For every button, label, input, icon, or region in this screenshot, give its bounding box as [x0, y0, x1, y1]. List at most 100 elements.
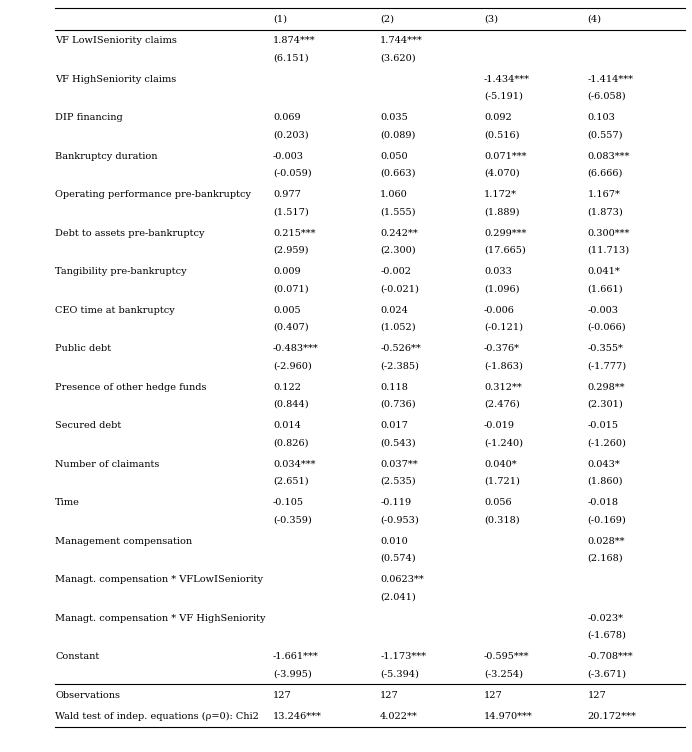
Text: Secured debt: Secured debt — [55, 421, 122, 430]
Text: 0.014: 0.014 — [273, 421, 301, 430]
Text: 0.103: 0.103 — [588, 114, 616, 123]
Text: -1.173***: -1.173*** — [380, 652, 426, 661]
Text: (-6.058): (-6.058) — [588, 92, 626, 101]
Text: 1.744***: 1.744*** — [380, 36, 423, 45]
Text: 127: 127 — [588, 691, 606, 700]
Text: 0.041*: 0.041* — [588, 267, 621, 276]
Text: Managt. compensation * VF HighSeniority: Managt. compensation * VF HighSeniority — [55, 614, 266, 623]
Text: VF HighSeniority claims: VF HighSeniority claims — [55, 74, 176, 83]
Text: 0.040*: 0.040* — [484, 459, 516, 468]
Text: -0.119: -0.119 — [380, 499, 411, 508]
Text: (3.620): (3.620) — [380, 53, 416, 62]
Text: (-3.671): (-3.671) — [588, 669, 627, 678]
Text: (1): (1) — [273, 14, 287, 23]
Text: (-5.394): (-5.394) — [380, 669, 419, 678]
Text: 0.028**: 0.028** — [588, 537, 626, 546]
Text: 0.092: 0.092 — [484, 114, 511, 123]
Text: (0.543): (0.543) — [380, 438, 416, 447]
Text: 1.060: 1.060 — [380, 190, 408, 199]
Text: CEO time at bankruptcy: CEO time at bankruptcy — [55, 306, 175, 315]
Text: Public debt: Public debt — [55, 344, 111, 353]
Text: -0.018: -0.018 — [588, 499, 619, 508]
Text: (-2.960): (-2.960) — [273, 361, 311, 370]
Text: (-0.066): (-0.066) — [588, 323, 626, 332]
Text: -1.661***: -1.661*** — [273, 652, 318, 661]
Text: (1.517): (1.517) — [273, 208, 309, 217]
Text: (-0.169): (-0.169) — [588, 515, 626, 524]
Text: 127: 127 — [484, 691, 502, 700]
Text: -0.355*: -0.355* — [588, 344, 623, 353]
Text: (1.052): (1.052) — [380, 323, 416, 332]
Text: Time: Time — [55, 499, 80, 508]
Text: 0.118: 0.118 — [380, 383, 408, 392]
Text: 0.299***: 0.299*** — [484, 229, 527, 238]
Text: (2): (2) — [380, 14, 394, 23]
Text: -0.023*: -0.023* — [588, 614, 623, 623]
Text: (0.574): (0.574) — [380, 553, 416, 562]
Text: (2.651): (2.651) — [273, 477, 309, 486]
Text: (0.071): (0.071) — [273, 284, 309, 293]
Text: (0.203): (0.203) — [273, 130, 309, 139]
Text: (-0.359): (-0.359) — [273, 515, 311, 524]
Text: (-0.059): (-0.059) — [273, 168, 311, 177]
Text: (-0.953): (-0.953) — [380, 515, 419, 524]
Text: (0.826): (0.826) — [273, 438, 309, 447]
Text: (-0.021): (-0.021) — [380, 284, 419, 293]
Text: 13.246***: 13.246*** — [273, 712, 322, 721]
Text: -0.708***: -0.708*** — [588, 652, 633, 661]
Text: (0.407): (0.407) — [273, 323, 309, 332]
Text: (6.151): (6.151) — [273, 53, 309, 62]
Text: (11.713): (11.713) — [588, 246, 630, 255]
Text: 0.300***: 0.300*** — [588, 229, 630, 238]
Text: (2.959): (2.959) — [273, 246, 309, 255]
Text: (2.476): (2.476) — [484, 400, 520, 409]
Text: DIP financing: DIP financing — [55, 114, 123, 123]
Text: 1.172*: 1.172* — [484, 190, 517, 199]
Text: Tangibility pre-bankruptcy: Tangibility pre-bankruptcy — [55, 267, 187, 276]
Text: Bankruptcy duration: Bankruptcy duration — [55, 152, 158, 161]
Text: (0.516): (0.516) — [484, 130, 520, 139]
Text: 0.071***: 0.071*** — [484, 152, 527, 161]
Text: -0.526**: -0.526** — [380, 344, 421, 353]
Text: -0.015: -0.015 — [588, 421, 619, 430]
Text: -0.595***: -0.595*** — [484, 652, 529, 661]
Text: (0.318): (0.318) — [484, 515, 520, 524]
Text: -0.006: -0.006 — [484, 306, 515, 315]
Text: (2.300): (2.300) — [380, 246, 416, 255]
Text: -1.414***: -1.414*** — [588, 74, 634, 83]
Text: (2.168): (2.168) — [588, 553, 623, 562]
Text: (-2.385): (-2.385) — [380, 361, 419, 370]
Text: 0.122: 0.122 — [273, 383, 301, 392]
Text: Debt to assets pre-bankruptcy: Debt to assets pre-bankruptcy — [55, 229, 205, 238]
Text: VF LowISeniority claims: VF LowISeniority claims — [55, 36, 177, 45]
Text: Constant: Constant — [55, 652, 100, 661]
Text: 0.050: 0.050 — [380, 152, 408, 161]
Text: (4.070): (4.070) — [484, 168, 520, 177]
Text: 0.069: 0.069 — [273, 114, 300, 123]
Text: -1.434***: -1.434*** — [484, 74, 530, 83]
Text: (1.889): (1.889) — [484, 208, 520, 217]
Text: -0.376*: -0.376* — [484, 344, 520, 353]
Text: 127: 127 — [380, 691, 399, 700]
Text: (-0.121): (-0.121) — [484, 323, 523, 332]
Text: 0.010: 0.010 — [380, 537, 408, 546]
Text: (1.873): (1.873) — [588, 208, 623, 217]
Text: -0.019: -0.019 — [484, 421, 515, 430]
Text: Managt. compensation * VFLowISeniority: Managt. compensation * VFLowISeniority — [55, 575, 264, 584]
Text: (2.301): (2.301) — [588, 400, 623, 409]
Text: (6.666): (6.666) — [588, 168, 623, 177]
Text: (1.096): (1.096) — [484, 284, 520, 293]
Text: 20.172***: 20.172*** — [588, 712, 637, 721]
Text: (-1.777): (-1.777) — [588, 361, 627, 370]
Text: 0.037**: 0.037** — [380, 459, 418, 468]
Text: Wald test of indep. equations (ρ=0): Chi2: Wald test of indep. equations (ρ=0): Chi… — [55, 712, 260, 721]
Text: (3): (3) — [484, 14, 498, 23]
Text: 0.034***: 0.034*** — [273, 459, 316, 468]
Text: -0.003: -0.003 — [273, 152, 304, 161]
Text: 0.215***: 0.215*** — [273, 229, 316, 238]
Text: 1.167*: 1.167* — [588, 190, 621, 199]
Text: Observations: Observations — [55, 691, 120, 700]
Text: 1.874***: 1.874*** — [273, 36, 316, 45]
Text: Operating performance pre-bankruptcy: Operating performance pre-bankruptcy — [55, 190, 251, 199]
Text: (2.535): (2.535) — [380, 477, 416, 486]
